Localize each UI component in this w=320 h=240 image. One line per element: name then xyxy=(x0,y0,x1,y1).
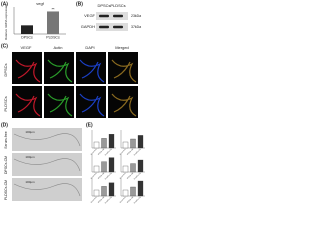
panel-label: (A) xyxy=(1,1,8,7)
band xyxy=(99,14,109,18)
scale-bar-label: 100μm xyxy=(25,155,35,159)
cell-stain xyxy=(111,93,137,117)
cell-stain xyxy=(15,93,41,117)
micrograph xyxy=(44,86,74,118)
band xyxy=(99,25,109,29)
blot xyxy=(96,12,128,20)
bar xyxy=(130,138,136,149)
column-label: VEGF xyxy=(21,45,32,50)
x-tick-label: Serum-free xyxy=(119,149,126,156)
x-tick-label: DPSCs-CM xyxy=(98,196,106,204)
x-tick-label: PLDSCs-CM xyxy=(134,148,142,156)
tube xyxy=(13,183,81,197)
bar xyxy=(108,157,115,173)
band xyxy=(113,25,123,29)
column-label: Merged xyxy=(115,45,129,50)
micrograph xyxy=(44,52,74,84)
row-label: PLDSCs xyxy=(3,96,8,111)
row-label: VEGF xyxy=(84,13,95,18)
chart-title: vegf xyxy=(36,1,44,6)
cell-stain xyxy=(79,93,105,117)
x-tick-label: PLDSCs-CM xyxy=(105,196,113,204)
blot xyxy=(96,23,128,31)
bar xyxy=(108,134,115,149)
column-label: Actin xyxy=(54,45,63,50)
size-label: 23kDa xyxy=(131,14,141,18)
micrograph xyxy=(12,86,42,118)
scale-bar-label: 100μm xyxy=(25,130,35,134)
x-tick-label: DPSCs-CM xyxy=(98,148,106,156)
band xyxy=(113,14,123,18)
significance: ** xyxy=(51,7,55,12)
bar xyxy=(93,189,100,197)
bar xyxy=(122,189,129,197)
x-tick-label: PLDSCs-CM xyxy=(134,172,142,180)
panel-label: (C) xyxy=(1,43,8,49)
bar xyxy=(130,186,136,197)
scale-bar-label: 100μm xyxy=(25,180,35,184)
micrograph xyxy=(12,52,42,84)
x-tick-label: PLDSCs-CM xyxy=(105,172,113,180)
cell-stain xyxy=(15,59,41,83)
micrograph xyxy=(76,86,106,118)
x-tick-label: Serum-free xyxy=(119,173,126,180)
micrograph xyxy=(12,178,82,201)
x-tick-label: PLDSCs-CM xyxy=(105,148,113,156)
micrograph xyxy=(76,52,106,84)
tube xyxy=(13,158,81,172)
tube xyxy=(13,133,81,147)
bar xyxy=(137,135,144,149)
row-label: DPSCs xyxy=(3,63,8,76)
bar xyxy=(21,25,33,34)
x-tick-label: DPSCs-CM xyxy=(98,172,106,180)
x-tick-label: DPSCs-CM xyxy=(127,196,135,204)
panel-label: (D) xyxy=(1,122,8,128)
x-tick-label: Serum-free xyxy=(90,149,97,156)
cell-stain xyxy=(111,59,137,83)
x-tick-label: Serum-free xyxy=(90,197,97,204)
bar xyxy=(137,159,144,173)
x-tick-label: Serum-free xyxy=(90,173,97,180)
cell-stain xyxy=(47,59,73,83)
y-label: Relative mRNA expression xyxy=(4,4,8,40)
panel-label: (E) xyxy=(86,122,93,128)
bar xyxy=(101,138,107,149)
bar xyxy=(130,163,136,173)
row-label: Serum-free xyxy=(4,131,8,149)
row-label: GAPDH xyxy=(81,24,95,29)
bar xyxy=(122,141,129,149)
figure: (A) vegf Relative mRNA expression (B) (C… xyxy=(1,1,145,204)
bar xyxy=(122,165,129,173)
panel-label: (B) xyxy=(76,1,83,7)
micrograph xyxy=(12,153,82,176)
x-tick-label: PLDSCs-CM xyxy=(134,196,142,204)
column-label: DPSCs xyxy=(97,3,110,8)
bar xyxy=(47,11,59,34)
x-tick-label: DPSCs-CM xyxy=(127,148,135,156)
bar xyxy=(93,141,100,149)
cell-stain xyxy=(79,59,105,83)
bar xyxy=(101,161,107,173)
x-tick-label: PLDSCs xyxy=(46,35,60,39)
row-label: PLDSCs-CM xyxy=(4,180,8,200)
bar xyxy=(101,186,107,197)
size-label: 37kDa xyxy=(131,25,141,29)
x-tick-label: DPSCs xyxy=(21,35,33,39)
column-label: DAPI xyxy=(85,45,94,50)
x-tick-label: DPSCs-CM xyxy=(127,172,135,180)
bar xyxy=(137,180,144,197)
bar xyxy=(93,165,100,173)
column-label: PLDSCs xyxy=(110,3,125,8)
row-label: DPSCs-CM xyxy=(4,156,8,174)
x-tick-label: Serum-free xyxy=(119,197,126,204)
micrograph xyxy=(12,128,82,151)
micrograph xyxy=(108,86,138,118)
micrograph xyxy=(108,52,138,84)
cell-stain xyxy=(47,93,73,117)
bar xyxy=(108,182,115,197)
